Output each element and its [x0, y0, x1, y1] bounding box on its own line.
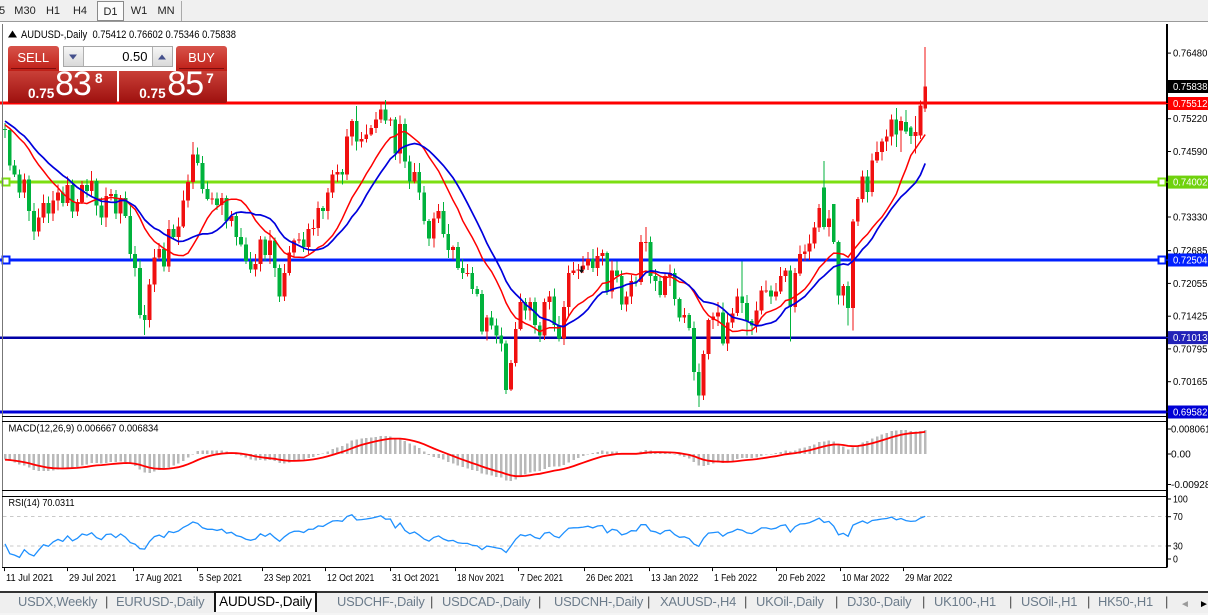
svg-text:0.00: 0.00 [1171, 450, 1191, 461]
svg-text:0: 0 [1173, 555, 1178, 566]
svg-text:0.70795: 0.70795 [1173, 344, 1208, 355]
svg-text:13 Jan 2022: 13 Jan 2022 [651, 573, 699, 584]
svg-text:70: 70 [1173, 512, 1183, 523]
svg-text:0.73330: 0.73330 [1173, 213, 1208, 224]
svg-text:0.69582: 0.69582 [1173, 408, 1208, 419]
svg-text:0.71425: 0.71425 [1173, 312, 1208, 323]
svg-text:0.008061: 0.008061 [1171, 425, 1208, 436]
svg-text:26 Dec 2021: 26 Dec 2021 [586, 573, 634, 584]
svg-text:29 Jul 2021: 29 Jul 2021 [69, 573, 117, 584]
svg-text:0.72504: 0.72504 [1173, 256, 1208, 267]
svg-text:11 Jul 2021: 11 Jul 2021 [6, 573, 54, 584]
svg-text:0.75838: 0.75838 [1173, 82, 1208, 93]
svg-text:0.72055: 0.72055 [1173, 279, 1208, 290]
svg-text:18 Nov 2021: 18 Nov 2021 [457, 573, 505, 584]
svg-text:10 Mar 2022: 10 Mar 2022 [842, 573, 890, 584]
svg-text:RSI(14) 70.0311: RSI(14) 70.0311 [9, 498, 75, 509]
svg-text:23 Sep 2021: 23 Sep 2021 [264, 573, 312, 584]
svg-text:31 Oct 2021: 31 Oct 2021 [392, 573, 440, 584]
svg-text:0.75512: 0.75512 [1173, 99, 1208, 110]
svg-text:0.74002: 0.74002 [1173, 178, 1208, 189]
svg-text:30: 30 [1173, 541, 1183, 552]
svg-text:5 Sep 2021: 5 Sep 2021 [199, 573, 242, 584]
svg-text:0.76480: 0.76480 [1173, 49, 1208, 60]
svg-text:0.71013: 0.71013 [1173, 333, 1208, 344]
svg-text:1 Feb 2022: 1 Feb 2022 [714, 573, 757, 584]
svg-text:AUDUSD-,Daily 0.75412 0.76602: AUDUSD-,Daily 0.75412 0.76602 0.75346 0.… [21, 29, 236, 41]
svg-text:-0.00928: -0.00928 [1171, 480, 1208, 491]
svg-text:7 Dec 2021: 7 Dec 2021 [520, 573, 563, 584]
svg-text:0.70165: 0.70165 [1173, 377, 1208, 388]
svg-text:MACD(12,26,9) 0.006667 0.00683: MACD(12,26,9) 0.006667 0.006834 [9, 424, 159, 435]
svg-text:29 Mar 2022: 29 Mar 2022 [905, 573, 953, 584]
svg-text:0.74590: 0.74590 [1173, 147, 1208, 158]
svg-text:17 Aug 2021: 17 Aug 2021 [135, 573, 183, 584]
svg-text:20 Feb 2022: 20 Feb 2022 [778, 573, 826, 584]
svg-text:0.75220: 0.75220 [1173, 114, 1208, 125]
svg-text:12 Oct 2021: 12 Oct 2021 [327, 573, 375, 584]
svg-text:0.72685: 0.72685 [1173, 246, 1208, 257]
svg-text:100: 100 [1173, 495, 1188, 506]
